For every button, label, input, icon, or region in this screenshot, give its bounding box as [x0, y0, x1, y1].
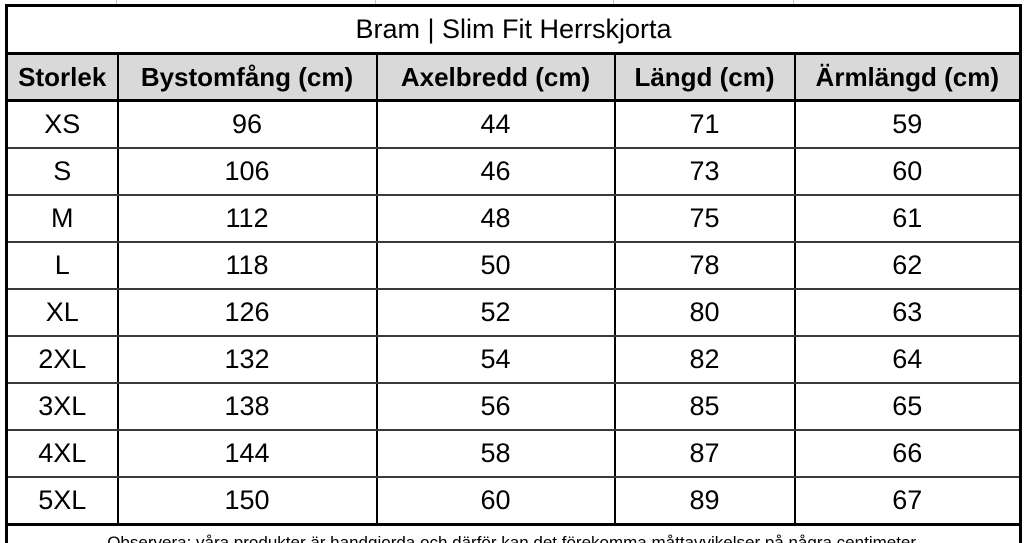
cell-size: 4XL: [5, 430, 119, 478]
cell-size: 3XL: [5, 383, 119, 431]
table-row: 3XL 138 56 85 65: [5, 383, 1022, 431]
cell-size: M: [5, 195, 119, 243]
cell-bust: 126: [116, 289, 378, 337]
table-row: L 118 50 78 62: [5, 242, 1022, 290]
table-footnote: Observera: våra produkter är handgjorda …: [6, 523, 1021, 543]
cell-bust: 150: [116, 477, 378, 526]
cell-shoulder: 50: [375, 242, 616, 290]
table-row: XS 96 44 71 59: [5, 100, 1022, 149]
cell-sleeve: 64: [793, 336, 1022, 384]
cell-shoulder: 54: [375, 336, 616, 384]
gridline-stub: [793, 0, 794, 4]
cell-bust: 138: [116, 383, 378, 431]
cell-length: 82: [613, 336, 796, 384]
col-header-bystomfang: Bystomfång (cm): [116, 53, 378, 102]
cell-bust: 112: [116, 195, 378, 243]
table-header-row: Storlek Bystomfång (cm) Axelbredd (cm) L…: [5, 53, 1022, 102]
table-row: M 112 48 75 61: [5, 195, 1022, 243]
cell-sleeve: 66: [793, 430, 1022, 478]
cell-length: 73: [613, 148, 796, 196]
cell-shoulder: 46: [375, 148, 616, 196]
col-header-langd: Längd (cm): [613, 53, 796, 102]
cell-size: 2XL: [5, 336, 119, 384]
cell-length: 80: [613, 289, 796, 337]
cell-size: XL: [5, 289, 119, 337]
cell-shoulder: 60: [375, 477, 616, 526]
gridline-stub: [613, 0, 614, 4]
table-row: 5XL 150 60 89 67: [5, 477, 1022, 526]
cell-sleeve: 65: [793, 383, 1022, 431]
cell-length: 78: [613, 242, 796, 290]
cell-size: 5XL: [5, 477, 119, 526]
gridline-stub: [116, 0, 117, 4]
table-footnote-row: Observera: våra produkter är handgjorda …: [6, 523, 1021, 543]
table-row: 4XL 144 58 87 66: [5, 430, 1022, 478]
cell-bust: 132: [116, 336, 378, 384]
table-row: 2XL 132 54 82 64: [5, 336, 1022, 384]
cell-size: S: [5, 148, 119, 196]
cell-shoulder: 44: [375, 100, 616, 149]
cell-shoulder: 48: [375, 195, 616, 243]
cell-shoulder: 56: [375, 383, 616, 431]
cell-sleeve: 59: [793, 100, 1022, 149]
cell-length: 89: [613, 477, 796, 526]
cell-size: XS: [5, 100, 119, 149]
cell-length: 85: [613, 383, 796, 431]
cell-length: 71: [613, 100, 796, 149]
table-row: S 106 46 73 60: [5, 148, 1022, 196]
cell-bust: 144: [116, 430, 378, 478]
cell-sleeve: 60: [793, 148, 1022, 196]
table-row: XL 126 52 80 63: [5, 289, 1022, 337]
cell-bust: 106: [116, 148, 378, 196]
cell-size: L: [5, 242, 119, 290]
table-title: Bram | Slim Fit Herrskjorta: [6, 5, 1021, 55]
cell-sleeve: 61: [793, 195, 1022, 243]
col-header-armlangd: Ärmlängd (cm): [793, 53, 1022, 102]
cell-bust: 118: [116, 242, 378, 290]
cell-sleeve: 67: [793, 477, 1022, 526]
cell-shoulder: 58: [375, 430, 616, 478]
cell-bust: 96: [116, 100, 378, 149]
size-chart-table: Bram | Slim Fit Herrskjorta Storlek Byst…: [5, 4, 1023, 543]
gridline-stub: [375, 0, 376, 4]
cell-sleeve: 63: [793, 289, 1022, 337]
cell-sleeve: 62: [793, 242, 1022, 290]
col-header-axelbredd: Axelbredd (cm): [375, 53, 616, 102]
table-title-row: Bram | Slim Fit Herrskjorta: [6, 5, 1021, 55]
col-header-storlek: Storlek: [5, 53, 119, 102]
cell-shoulder: 52: [375, 289, 616, 337]
cell-length: 75: [613, 195, 796, 243]
cell-length: 87: [613, 430, 796, 478]
